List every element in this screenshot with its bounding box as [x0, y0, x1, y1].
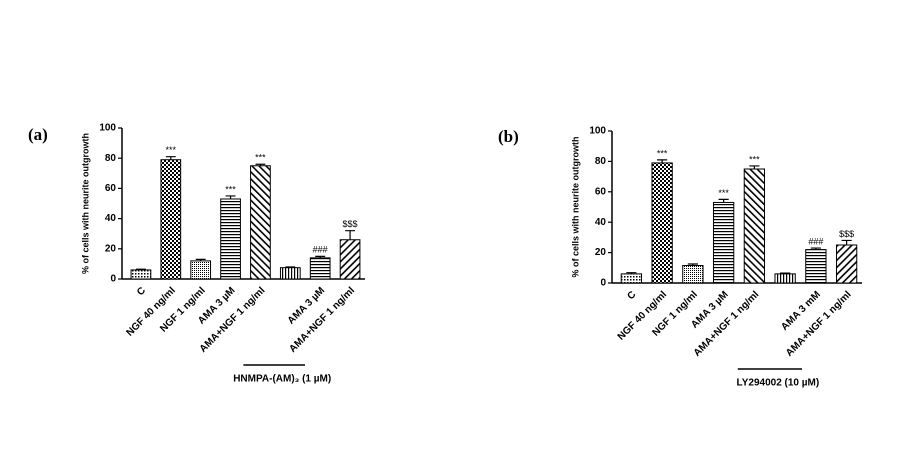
bar [250, 165, 271, 280]
y-tick-label: 0 [600, 278, 606, 289]
error-bar [657, 159, 668, 163]
error-bar [136, 268, 146, 270]
error-bar [626, 272, 637, 274]
error-bar [749, 165, 760, 169]
significance-label: *** [657, 148, 668, 158]
bar [712, 201, 735, 284]
error-bar [225, 195, 236, 199]
error-bar [345, 230, 355, 240]
error-bar [780, 272, 791, 274]
panel-label: (a) [28, 125, 48, 144]
y-tick-label: 80 [595, 156, 607, 167]
error-bar [841, 239, 852, 245]
y-axis-label: % of cells with neurite outgrowth [570, 136, 580, 277]
bar [339, 239, 361, 280]
significance-label: *** [255, 153, 266, 163]
error-bar [315, 255, 326, 258]
x-tick-label: C [625, 289, 638, 302]
bar [835, 244, 858, 284]
significance-label: *** [718, 188, 729, 198]
significance-label: *** [166, 145, 177, 155]
bar [309, 257, 331, 280]
significance-label: *** [225, 184, 236, 194]
significance-label: $$$ [343, 219, 358, 229]
significance-label: $$$ [839, 229, 854, 239]
bar [743, 168, 766, 284]
error-bar [687, 263, 698, 266]
y-tick-label: 40 [595, 217, 607, 228]
error-bar [285, 266, 296, 268]
bar [805, 249, 827, 284]
y-tick-label: 20 [105, 243, 117, 254]
y-tick-label: 60 [105, 183, 117, 194]
group-label: HNMPA-(AM)₃ (1 µM) [233, 374, 331, 385]
bar [160, 159, 182, 280]
bar [620, 273, 643, 284]
bar [130, 269, 152, 280]
error-bar [810, 247, 821, 250]
significance-label: ### [808, 236, 823, 246]
error-bar [255, 163, 266, 166]
bar [651, 162, 673, 284]
error-bar [195, 258, 206, 261]
error-bar [165, 156, 176, 160]
y-tick-label: 100 [99, 123, 116, 134]
x-tick-label: C [135, 285, 148, 298]
bar [682, 265, 704, 284]
y-tick-label: 20 [595, 247, 607, 258]
panel-label: (b) [498, 127, 519, 146]
error-bar [718, 198, 729, 203]
y-tick-label: 40 [105, 213, 117, 224]
y-tick-label: 0 [110, 274, 116, 285]
significance-label: *** [749, 154, 760, 164]
y-tick-label: 80 [105, 153, 117, 164]
y-axis-label: % of cells with neurite outgrowth [80, 133, 90, 274]
group-label: LY294002 (10 µM) [737, 378, 820, 389]
y-tick-label: 100 [589, 126, 606, 137]
y-tick-label: 60 [595, 186, 607, 197]
bar [774, 273, 796, 284]
bar [279, 267, 301, 280]
bar [190, 260, 212, 280]
significance-label: ### [313, 245, 328, 255]
bar [220, 198, 241, 280]
